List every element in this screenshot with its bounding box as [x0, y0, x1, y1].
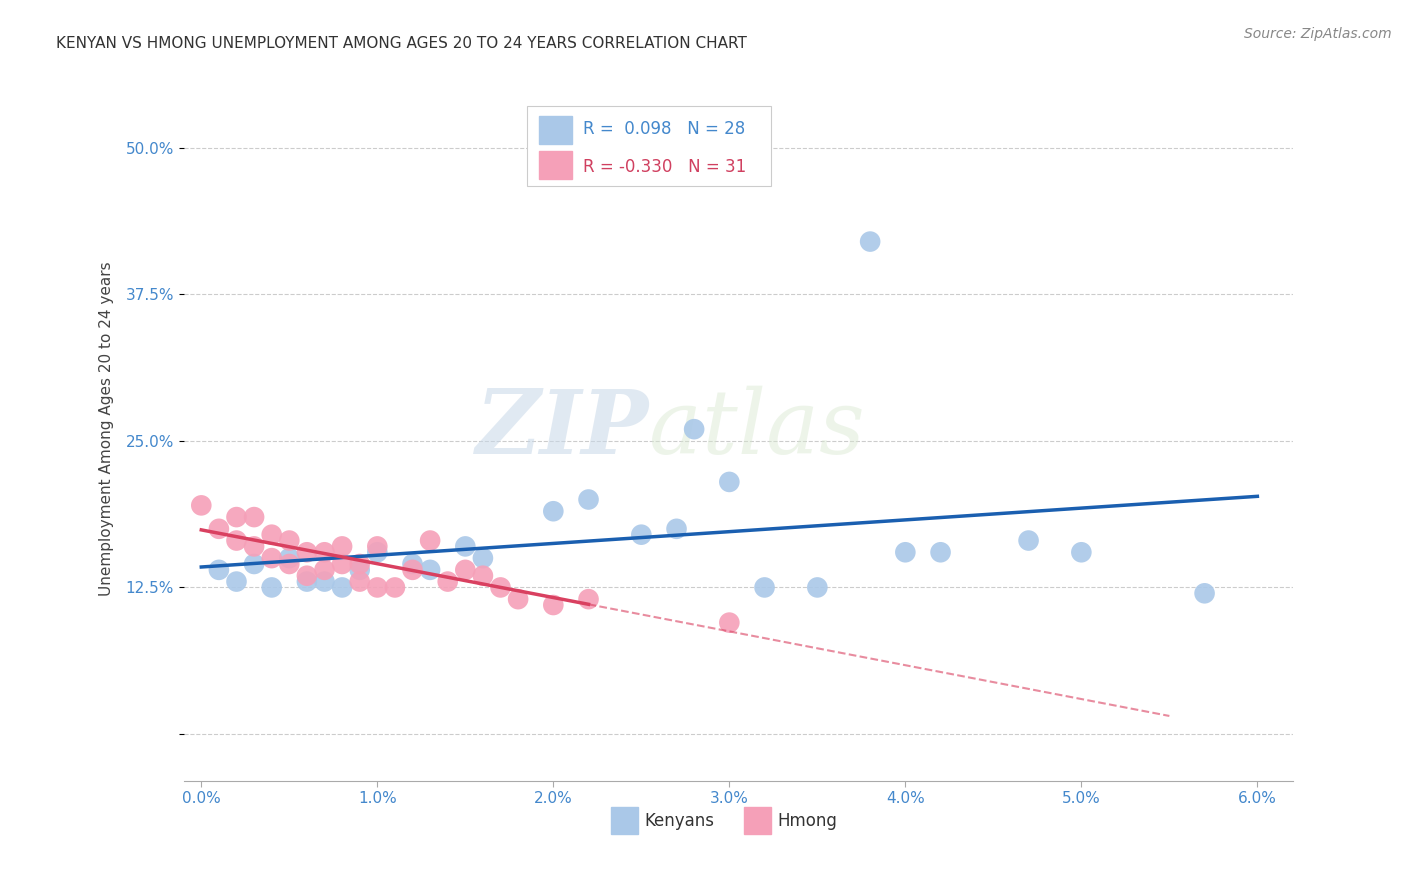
Point	[471, 568, 494, 582]
Point	[454, 540, 477, 554]
Text: R =  0.098   N = 28: R = 0.098 N = 28	[583, 120, 745, 137]
Point	[330, 581, 353, 595]
Point	[543, 504, 565, 518]
Point	[1070, 545, 1092, 559]
Point	[543, 598, 565, 612]
Point	[190, 499, 212, 513]
Point	[366, 581, 388, 595]
Point	[225, 510, 247, 524]
Point	[471, 551, 494, 566]
Point	[419, 563, 441, 577]
Point	[1018, 533, 1040, 548]
Point	[260, 527, 283, 541]
Point	[384, 581, 406, 595]
Point	[314, 545, 336, 559]
Point	[929, 545, 952, 559]
Point	[401, 557, 423, 571]
FancyBboxPatch shape	[527, 105, 772, 186]
Text: atlas: atlas	[650, 385, 865, 473]
Point	[894, 545, 917, 559]
Point	[718, 475, 741, 489]
Point	[366, 545, 388, 559]
Text: Kenyans: Kenyans	[644, 812, 714, 830]
Point	[718, 615, 741, 630]
Point	[454, 563, 477, 577]
Point	[1194, 586, 1216, 600]
Point	[436, 574, 458, 589]
Point	[366, 540, 388, 554]
Point	[278, 557, 301, 571]
Point	[330, 540, 353, 554]
Text: Source: ZipAtlas.com: Source: ZipAtlas.com	[1244, 27, 1392, 41]
Point	[489, 581, 512, 595]
Text: R = -0.330   N = 31: R = -0.330 N = 31	[583, 158, 747, 176]
Point	[295, 574, 318, 589]
Point	[260, 581, 283, 595]
Bar	[744, 807, 772, 834]
Bar	[538, 116, 572, 145]
Point	[754, 581, 776, 595]
Point	[208, 563, 231, 577]
Bar	[610, 807, 638, 834]
Text: ZIP: ZIP	[477, 386, 650, 473]
Point	[419, 533, 441, 548]
Point	[349, 557, 371, 571]
Point	[243, 510, 266, 524]
Point	[508, 592, 530, 607]
Point	[243, 540, 266, 554]
Point	[278, 551, 301, 566]
Point	[260, 551, 283, 566]
Point	[330, 557, 353, 571]
Point	[859, 235, 882, 249]
Text: Hmong: Hmong	[778, 812, 837, 830]
Point	[683, 422, 706, 436]
Point	[208, 522, 231, 536]
Point	[806, 581, 828, 595]
Point	[225, 574, 247, 589]
Point	[401, 563, 423, 577]
Point	[295, 568, 318, 582]
Point	[314, 574, 336, 589]
Point	[225, 533, 247, 548]
Point	[349, 574, 371, 589]
Point	[314, 563, 336, 577]
Point	[630, 527, 652, 541]
Point	[578, 592, 600, 607]
Bar	[538, 152, 572, 179]
Point	[665, 522, 688, 536]
Y-axis label: Unemployment Among Ages 20 to 24 years: Unemployment Among Ages 20 to 24 years	[100, 262, 114, 597]
Text: KENYAN VS HMONG UNEMPLOYMENT AMONG AGES 20 TO 24 YEARS CORRELATION CHART: KENYAN VS HMONG UNEMPLOYMENT AMONG AGES …	[56, 36, 747, 51]
Point	[578, 492, 600, 507]
Point	[278, 533, 301, 548]
Point	[295, 545, 318, 559]
Point	[349, 563, 371, 577]
Point	[243, 557, 266, 571]
